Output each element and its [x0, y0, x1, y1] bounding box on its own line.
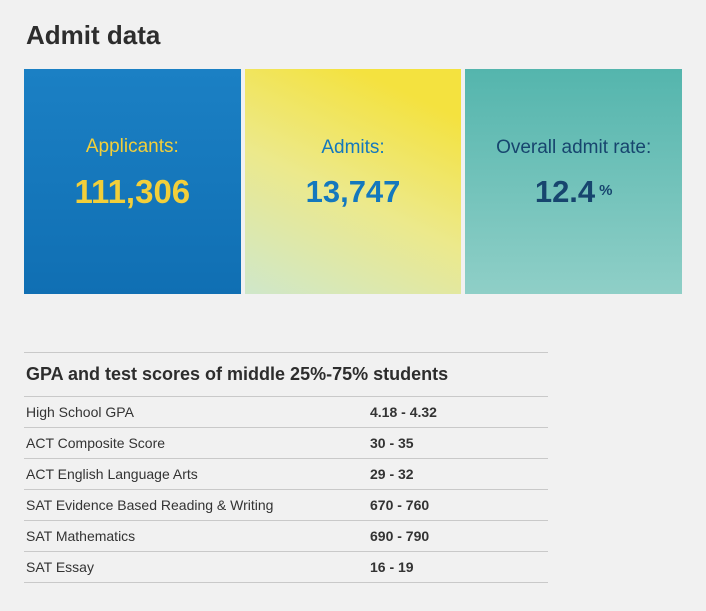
row-value: 4.18 - 4.32 — [370, 404, 437, 420]
table-row: SAT Mathematics 690 - 790 — [24, 521, 548, 552]
admits-card: Admits: 13,747 — [244, 69, 462, 294]
admits-label: Admits: — [321, 136, 385, 158]
admits-value: 13,747 — [305, 174, 401, 210]
row-label: High School GPA — [26, 404, 134, 420]
table-row: SAT Essay 16 - 19 — [24, 552, 548, 583]
table-row: ACT Composite Score 30 - 35 — [24, 428, 548, 459]
scores-table: GPA and test scores of middle 25%-75% st… — [24, 352, 548, 583]
admit-rate-value: 12.4% — [535, 174, 613, 210]
row-label: SAT Essay — [26, 559, 94, 575]
row-value: 30 - 35 — [370, 435, 414, 451]
scores-table-title: GPA and test scores of middle 25%-75% st… — [24, 352, 548, 397]
row-value: 690 - 790 — [370, 528, 430, 544]
table-row: High School GPA 4.18 - 4.32 — [24, 397, 548, 428]
admit-rate-label: Overall admit rate: — [496, 136, 652, 158]
admit-rate-card: Overall admit rate: 12.4% — [465, 69, 683, 294]
applicants-value: 111,306 — [74, 173, 191, 211]
row-label: SAT Mathematics — [26, 528, 136, 544]
row-label: ACT Composite Score — [26, 435, 166, 451]
table-row: ACT English Language Arts 29 - 32 — [24, 459, 548, 490]
row-value: 29 - 32 — [370, 466, 414, 482]
row-value: 670 - 760 — [370, 497, 430, 513]
applicants-label: Applicants: — [85, 135, 179, 157]
row-label: SAT Evidence Based Reading & Writing — [26, 497, 274, 513]
table-row: SAT Evidence Based Reading & Writing 670… — [24, 490, 548, 521]
applicants-card: Applicants: 111,306 — [24, 69, 241, 294]
page-title: Admit data — [26, 20, 161, 50]
percent-sign: % — [599, 182, 613, 200]
summary-cards: Applicants: 111,306 Admits: 13,747 Overa… — [24, 69, 683, 294]
row-label: ACT English Language Arts — [26, 466, 198, 482]
row-value: 16 - 19 — [370, 559, 414, 575]
admit-rate-number: 12.4 — [534, 174, 596, 210]
